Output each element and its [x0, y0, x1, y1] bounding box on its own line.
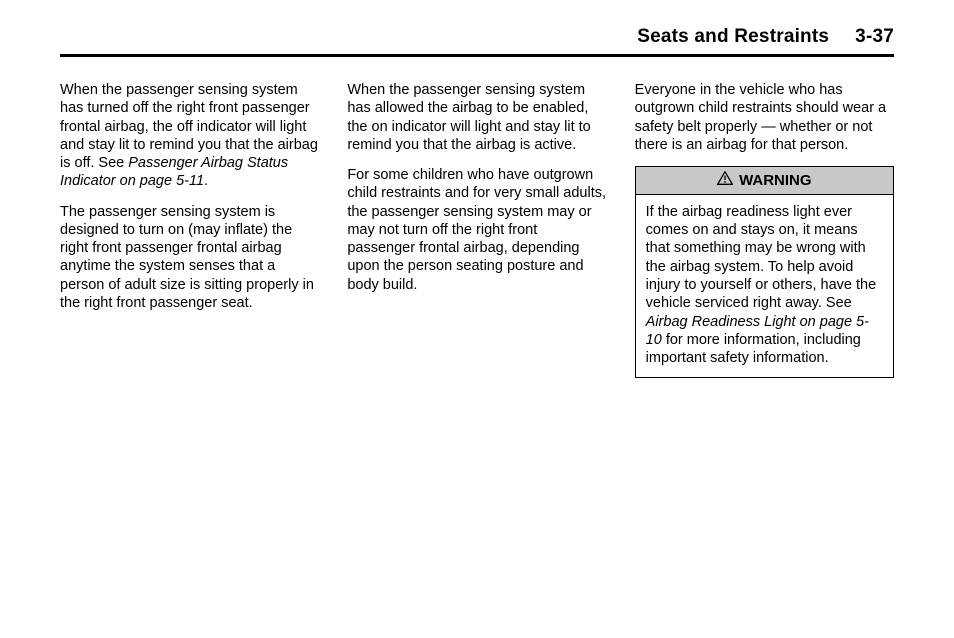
page-number: 3-37 — [855, 26, 894, 47]
content-columns: When the passenger sensing system has tu… — [60, 81, 894, 378]
column-3: Everyone in the vehicle who has outgrown… — [635, 81, 894, 378]
col3-para-1: Everyone in the vehicle who has outgrown… — [635, 81, 894, 154]
header-rule — [60, 54, 894, 57]
warning-label: WARNING — [739, 172, 812, 191]
column-1: When the passenger sensing system has tu… — [60, 81, 319, 378]
col2-para-1: When the passenger sensing system has al… — [347, 81, 606, 154]
manual-page: Seats and Restraints 3-37 When the passen… — [0, 0, 954, 638]
warning-body: If the airbag readiness light ever comes… — [636, 195, 893, 377]
col2-para-2: For some children who have outgrown chil… — [347, 166, 606, 294]
warning-header: WARNING — [636, 167, 893, 195]
warning-body-b: for more information, including importan… — [646, 332, 861, 366]
column-2: When the passenger sensing system has al… — [347, 81, 606, 378]
section-title: Seats and Restraints — [637, 26, 829, 47]
col1-para-1: When the passenger sensing system has tu… — [60, 81, 319, 191]
warning-triangle-icon — [717, 171, 733, 191]
col1-para-2: The passenger sensing system is designed… — [60, 203, 319, 313]
page-header: Seats and Restraints 3-37 — [60, 26, 894, 54]
warning-body-a: If the airbag readiness light ever comes… — [646, 204, 877, 311]
col1-p1-text-b: . — [204, 173, 208, 189]
warning-box: WARNING If the airbag readiness light ev… — [635, 166, 894, 378]
